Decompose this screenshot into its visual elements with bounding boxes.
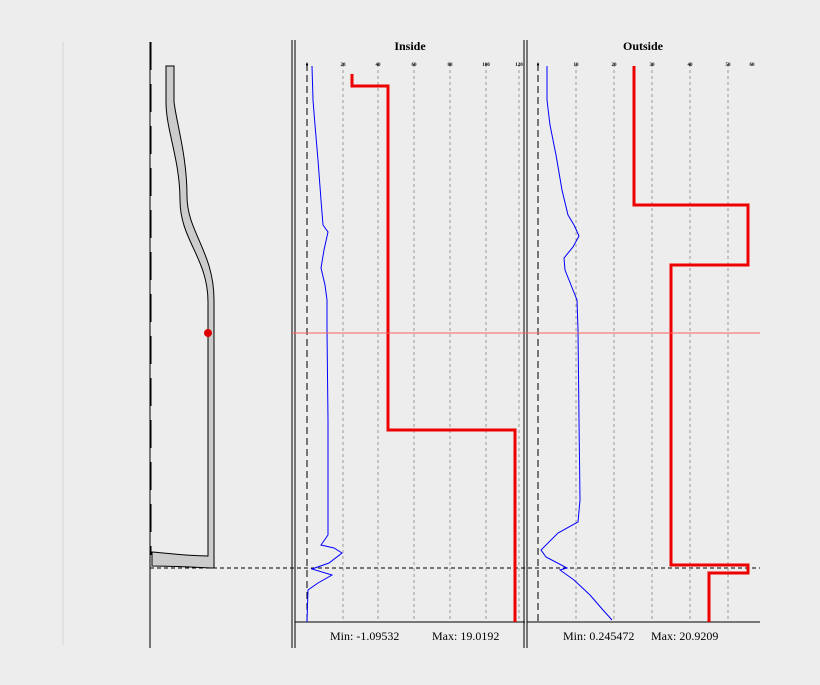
inside-tick-label: 100: [482, 63, 490, 68]
outside-tick-label: 50: [726, 63, 732, 68]
outside-panel: Outside 0 10 20 30 40 50 60 Min: 0.24547…: [523, 39, 760, 648]
inside-gridlines: [306, 64, 520, 622]
outside-profile-curve[interactable]: [540, 66, 613, 621]
bottle-profile[interactable]: [151, 65, 215, 569]
inside-threshold-line[interactable]: [350, 84, 517, 622]
inside-tick-label: 40: [376, 63, 382, 68]
outside-title: Outside: [623, 39, 664, 53]
inside-title: Inside: [394, 39, 426, 53]
outside-gridlines: [537, 64, 729, 622]
outside-tick-label: 60: [750, 63, 756, 68]
outside-max-label: Max: 20.9209: [651, 629, 718, 643]
outside-threshold-line[interactable]: [632, 66, 750, 622]
outside-tick-label: 10: [574, 63, 580, 68]
outside-min-label: Min: 0.245472: [563, 629, 634, 643]
inside-min-label: Min: -1.09532: [330, 629, 399, 643]
inside-max-label: Max: 19.0192: [432, 629, 499, 643]
inside-tick-labels: 0 20 40 60 80 100 120: [306, 63, 524, 68]
inside-tick-label: 20: [341, 63, 347, 68]
outside-tick-label: 20: [612, 63, 618, 68]
position-marker[interactable]: [204, 329, 212, 337]
bottle-section: [149, 42, 215, 648]
inside-tick-label: 80: [448, 63, 454, 68]
outside-tick-label: 0: [537, 63, 540, 68]
inside-panel: Inside 0 20 40 60 80 100 120 Min: -1.095…: [291, 39, 525, 648]
inside-profile-curve[interactable]: [306, 65, 343, 623]
inside-tick-label: 120: [515, 63, 523, 68]
outside-tick-label: 30: [650, 63, 656, 68]
inside-tick-label: 60: [412, 63, 418, 68]
outside-tick-labels: 0 10 20 30 40 50 60: [537, 63, 755, 68]
outside-tick-label: 40: [688, 63, 694, 68]
inside-tick-label: 0: [306, 63, 309, 68]
